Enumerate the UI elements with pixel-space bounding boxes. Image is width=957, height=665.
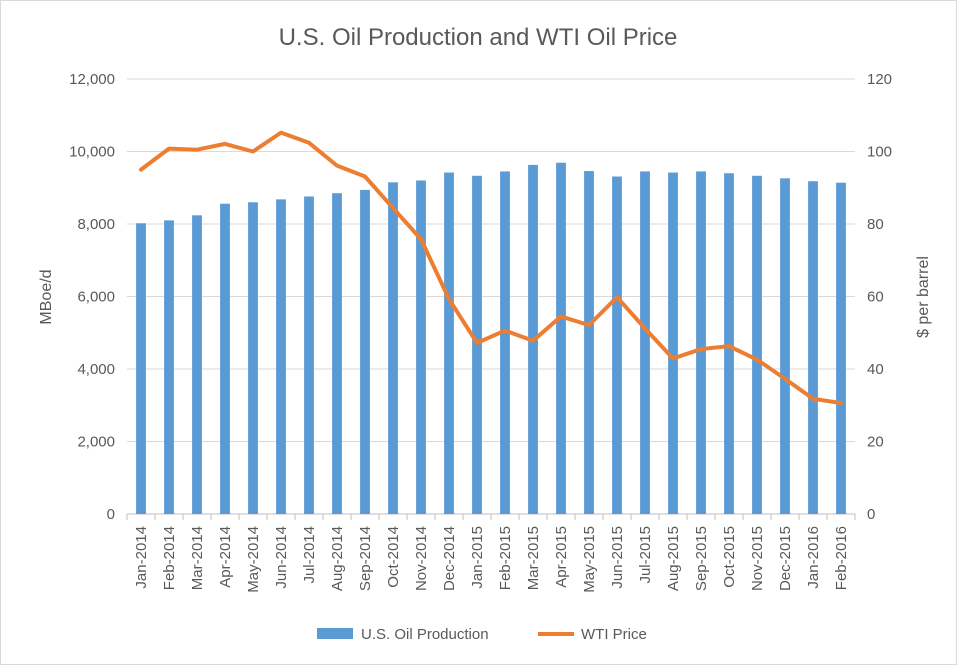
left-tick-label: 4,000 xyxy=(77,361,115,378)
right-tick-label: 60 xyxy=(867,289,884,306)
x-tick-label: Sep-2015 xyxy=(693,526,710,591)
bar xyxy=(192,215,202,515)
left-tick-label: 12,000 xyxy=(69,71,115,88)
bar xyxy=(360,189,370,515)
right-tick-label: 20 xyxy=(867,434,884,451)
bar xyxy=(724,173,734,514)
right-tick-label: 100 xyxy=(867,144,892,161)
x-tick-label: Aug-2014 xyxy=(329,526,346,591)
bar xyxy=(612,176,622,514)
x-tick-label: Mar-2014 xyxy=(189,526,206,590)
x-tick-label: Dec-2014 xyxy=(441,526,458,591)
wti-price-line xyxy=(139,130,843,406)
x-tick-label: Jul-2015 xyxy=(637,526,654,584)
legend-swatch-production xyxy=(317,628,353,639)
bar xyxy=(500,171,510,514)
bar xyxy=(220,203,230,514)
bar xyxy=(668,172,678,514)
right-tick-label: 0 xyxy=(867,506,875,523)
right-tick-label: 120 xyxy=(867,71,892,88)
x-tick-label: Mar-2015 xyxy=(525,526,542,590)
left-tick-label: 0 xyxy=(107,506,115,523)
bar xyxy=(780,178,790,514)
legend: U.S. Oil Production WTI Price xyxy=(317,626,647,643)
bar xyxy=(388,182,398,514)
x-tick-label: Aug-2015 xyxy=(665,526,682,591)
line-series-wti xyxy=(139,130,843,406)
left-tick-label: 2,000 xyxy=(77,434,115,451)
x-tick-label: May-2015 xyxy=(581,526,598,593)
left-y-axis: 0 2,000 4,000 6,000 8,000 10,000 12,000 xyxy=(69,71,115,523)
bar xyxy=(836,182,846,515)
x-tick-label: Feb-2014 xyxy=(161,526,178,590)
bar xyxy=(444,172,454,514)
x-tick-label: Jan-2015 xyxy=(469,526,486,589)
left-axis-title: MBoe/d xyxy=(38,269,55,324)
x-tick-label: Apr-2015 xyxy=(553,526,570,588)
bar xyxy=(808,181,818,514)
x-tick-label: Sep-2014 xyxy=(357,526,374,591)
x-tick-label: Oct-2014 xyxy=(385,526,402,588)
x-tick-label: Jul-2014 xyxy=(301,526,318,584)
x-tick-label: Feb-2015 xyxy=(497,526,514,590)
left-tick-label: 6,000 xyxy=(77,289,115,306)
x-axis: Jan-2014 Feb-2014 Mar-2014 Apr-2014 May-2014… xyxy=(126,514,856,593)
bar xyxy=(696,171,706,514)
legend-label-wti: WTI Price xyxy=(581,626,647,643)
bar xyxy=(276,199,286,514)
bar xyxy=(248,202,258,514)
x-tick-label: Oct-2015 xyxy=(721,526,738,588)
right-tick-label: 80 xyxy=(867,216,884,233)
bar xyxy=(752,175,762,514)
right-axis-title: $ per barrel xyxy=(915,256,932,338)
bar xyxy=(416,180,426,514)
x-tick-label: Dec-2015 xyxy=(777,526,794,591)
bar xyxy=(304,196,314,514)
chart-title: U.S. Oil Production and WTI Oil Price xyxy=(279,24,678,51)
x-tick-label: Jun-2014 xyxy=(273,526,290,589)
bar xyxy=(584,171,594,514)
x-tick-label: Nov-2014 xyxy=(413,526,430,591)
x-tick-label: Apr-2014 xyxy=(217,526,234,588)
left-tick-label: 10,000 xyxy=(69,144,115,161)
x-tick-label: Nov-2015 xyxy=(749,526,766,591)
x-tick-label: Jan-2016 xyxy=(805,526,822,589)
x-tick-label: Jan-2014 xyxy=(133,526,150,589)
x-tick-label: Feb-2016 xyxy=(833,526,850,590)
bar xyxy=(556,162,566,515)
x-tick-label: May-2014 xyxy=(245,526,262,593)
left-tick-label: 8,000 xyxy=(77,216,115,233)
right-tick-label: 40 xyxy=(867,361,884,378)
bar xyxy=(136,223,146,514)
bar xyxy=(164,220,174,514)
bar xyxy=(640,171,650,514)
legend-label-production: U.S. Oil Production xyxy=(361,626,489,643)
gridlines xyxy=(127,78,855,515)
x-tick-label: Jun-2015 xyxy=(609,526,626,589)
right-y-axis: 0 20 40 60 80 100 120 xyxy=(867,71,892,523)
bar xyxy=(332,193,342,514)
